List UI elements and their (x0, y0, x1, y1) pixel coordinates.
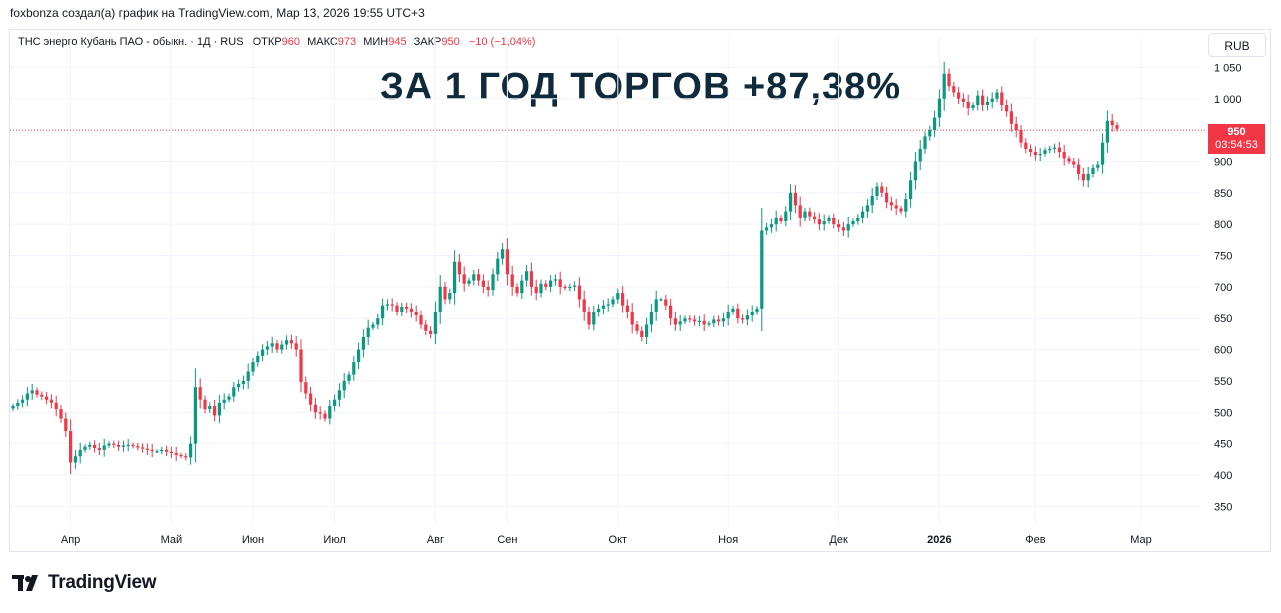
low-value: 945 (388, 36, 407, 48)
last-price-label: 950 03:54:53 (1208, 124, 1265, 154)
tradingview-logo[interactable]: TradingView (12, 572, 157, 594)
high-value: 973 (337, 36, 357, 48)
open-label: ОТКР (252, 36, 282, 48)
close-label: ЗАКР (413, 36, 442, 48)
close-value: 950 (441, 36, 460, 48)
change-value: −10 (−1,04%) (468, 36, 536, 48)
open-value: 960 (281, 36, 300, 48)
brand-name: TradingView (48, 572, 157, 593)
tradingview-logo-icon (12, 575, 38, 591)
low-label: МИН (363, 36, 389, 48)
bar-countdown: 03:54:53 (1215, 139, 1258, 151)
currency-button[interactable]: RUB (1208, 33, 1266, 57)
chart-frame[interactable] (9, 29, 1271, 552)
chart-headline: ЗА 1 ГОД ТОРГОВ +87,38% (380, 66, 902, 108)
attribution-text: foxbonza создал(а) график на TradingView… (10, 6, 425, 20)
symbol-name[interactable]: ТНС энерго Кубань ПАО - обыкн. · 1Д · RU… (18, 36, 244, 48)
high-label: МАКС (307, 36, 338, 48)
last-price-value: 950 (1227, 126, 1246, 138)
symbol-legend: ТНС энерго Кубань ПАО - обыкн. · 1Д · RU… (18, 36, 535, 48)
